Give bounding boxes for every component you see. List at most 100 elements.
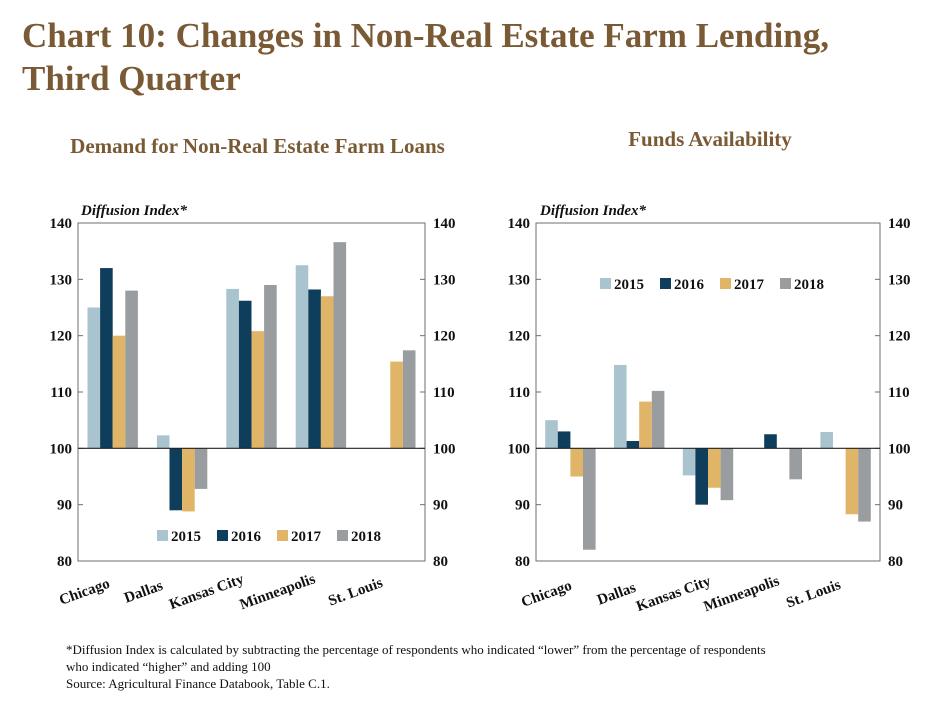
bar-kansas-city-2018 (720, 448, 734, 501)
bar-chicago-2016 (100, 268, 113, 449)
bar-minneapolis-2017 (320, 296, 334, 449)
category-label: Kansas City (634, 573, 713, 615)
legend-swatch-2015 (600, 278, 611, 289)
legend-swatch-2016 (217, 530, 228, 541)
y-tick-label-left: 140 (508, 216, 531, 232)
legend-label: 2018 (351, 529, 381, 545)
chart-funds-panel: 80 80 90 90 100 100 110 110 120 120 130 130 140 140 Di… (508, 203, 911, 615)
y-axis-label: Diffusion Index* (80, 203, 187, 219)
category-label: St. Louis (784, 577, 843, 611)
bar-st.-louis-2015 (820, 431, 833, 449)
legend-label: 2015 (171, 529, 201, 545)
y-tick-label-left: 110 (50, 385, 72, 401)
category-label: Minneapolis (238, 571, 318, 613)
bar-dallas-2017 (639, 401, 652, 449)
y-tick-label-right: 80 (888, 554, 903, 570)
y-tick-label-left: 130 (50, 272, 73, 288)
y-tick-label-right: 80 (433, 554, 448, 570)
category-label: Kansas City (167, 571, 246, 613)
footnote: *Diffusion Index is calculated by subtra… (66, 641, 786, 692)
y-tick-label-right: 100 (433, 441, 456, 457)
left-panel-title: Demand for Non-Real Estate Farm Loans (70, 134, 445, 158)
y-tick-label-left: 130 (508, 272, 531, 288)
category-label: Chicago (519, 578, 574, 611)
legend-swatch-2017 (720, 278, 731, 289)
bar-chicago-2017 (570, 448, 583, 477)
legend-swatch-2016 (660, 278, 671, 289)
legend-label: 2016 (674, 277, 705, 293)
bar-st.-louis-2018 (402, 350, 416, 449)
y-tick-label-left: 110 (508, 385, 530, 401)
legend-swatch-2018 (337, 530, 348, 541)
y-tick-label-left: 140 (50, 216, 73, 232)
y-tick-label-left: 80 (515, 554, 530, 570)
bar-kansas-city-2017 (708, 448, 721, 488)
bar-minneapolis-2016 (308, 289, 321, 449)
legend: 2015 2016 2017 2018 (600, 277, 824, 293)
legend-label: 2016 (231, 529, 262, 545)
right-panel-title: Funds Availability (628, 127, 792, 151)
y-tick-label-left: 120 (508, 329, 531, 345)
y-tick-label-right: 120 (433, 329, 456, 345)
bar-dallas-2017 (182, 448, 195, 512)
category-label: Chicago (57, 576, 112, 609)
bar-chicago-2018 (125, 290, 138, 449)
legend: 2015 2016 2017 2018 (157, 529, 381, 545)
y-axis-label: Diffusion Index* (539, 203, 646, 219)
chart-main-title: Chart 10: Changes in Non-Real Estate Far… (22, 16, 829, 98)
y-tick-label-left: 90 (515, 498, 530, 514)
legend-swatch-2018 (780, 278, 791, 289)
bar-minneapolis-2016 (764, 434, 777, 449)
category-label: St. Louis (326, 575, 385, 609)
bar-minneapolis-2018 (333, 242, 347, 449)
legend-label: 2018 (794, 277, 824, 293)
legend-swatch-2015 (157, 530, 168, 541)
y-tick-label-right: 110 (888, 385, 910, 401)
bar-dallas-2015 (156, 435, 170, 449)
bar-dallas-2016 (626, 441, 640, 449)
bar-chicago-2018 (583, 448, 596, 550)
bar-chicago-2016 (557, 431, 571, 449)
y-tick-label-right: 90 (433, 498, 448, 514)
bar-kansas-city-2018 (264, 284, 277, 449)
legend-swatch-2017 (277, 530, 288, 541)
category-label: Dallas (595, 580, 638, 609)
y-tick-label-right: 140 (433, 216, 456, 232)
y-tick-label-left: 90 (57, 498, 72, 514)
y-tick-label-right: 90 (888, 498, 903, 514)
bar-dallas-2018 (651, 390, 665, 449)
bar-chicago-2015 (545, 420, 558, 449)
y-tick-label-right: 140 (888, 216, 911, 232)
bar-dallas-2015 (614, 364, 627, 449)
y-tick-label-right: 110 (433, 385, 455, 401)
bar-kansas-city-2015 (226, 288, 239, 449)
category-label: Dallas (122, 578, 165, 607)
bar-dallas-2016 (169, 448, 183, 511)
bar-chicago-2015 (87, 307, 101, 449)
footnote-text: *Diffusion Index is calculated by subtra… (66, 642, 766, 674)
bar-dallas-2018 (194, 448, 208, 489)
y-tick-label-left: 100 (50, 441, 73, 457)
bar-kansas-city-2016 (695, 448, 708, 505)
bar-minneapolis-2018 (789, 448, 802, 480)
y-tick-label-right: 100 (888, 441, 911, 457)
y-tick-label-left: 100 (508, 441, 531, 457)
bar-kansas-city-2017 (251, 331, 265, 449)
bar-kansas-city-2016 (238, 300, 252, 449)
y-tick-label-left: 120 (50, 329, 73, 345)
bar-st.-louis-2017 (390, 361, 403, 449)
legend-label: 2017 (734, 277, 765, 293)
bar-st.-louis-2018 (858, 448, 871, 522)
chart-demand-panel: 80 80 90 90 100 100 110 110 120 120 130 130 140 140 Di… (50, 203, 456, 613)
bar-chicago-2017 (112, 335, 126, 449)
legend-label: 2015 (614, 277, 644, 293)
bar-st.-louis-2017 (845, 448, 859, 515)
category-label: Minneapolis (702, 573, 782, 615)
bar-kansas-city-2015 (682, 448, 696, 476)
y-tick-label-right: 130 (888, 272, 911, 288)
source-text: Source: Agricultural Finance Databook, T… (66, 676, 330, 691)
legend-label: 2017 (291, 529, 322, 545)
y-tick-label-left: 80 (57, 554, 72, 570)
y-tick-label-right: 120 (888, 329, 911, 345)
